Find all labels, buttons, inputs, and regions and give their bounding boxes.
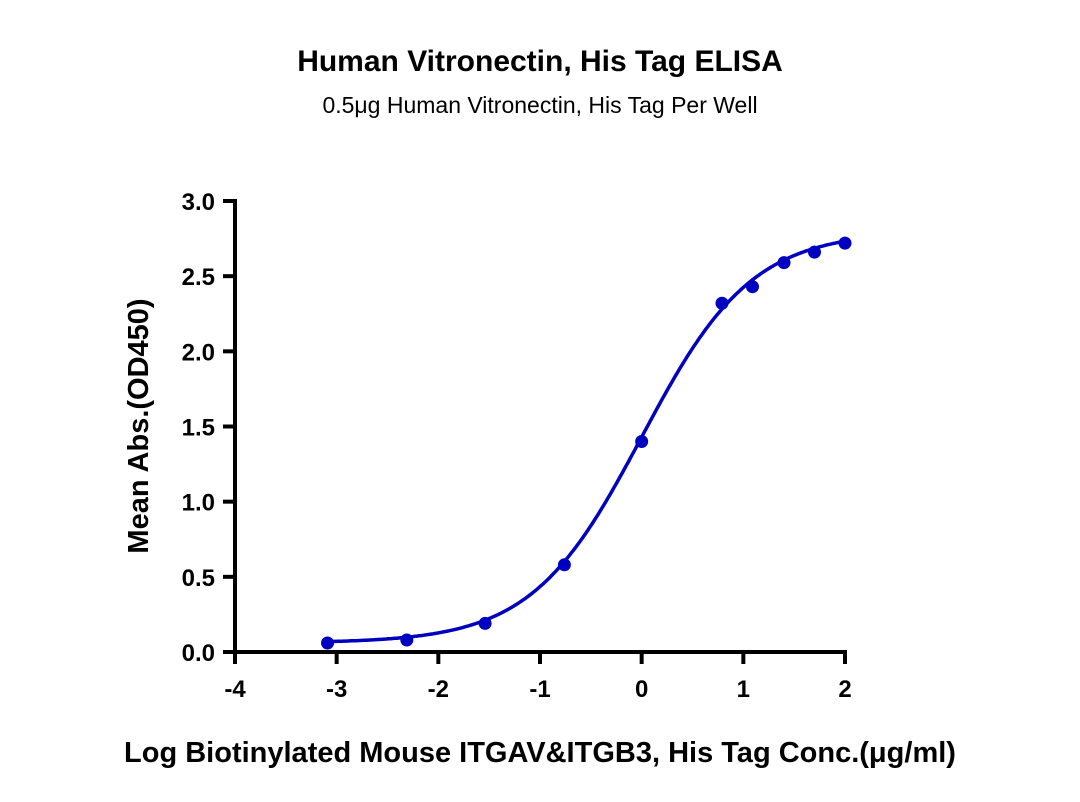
data-point xyxy=(808,245,821,259)
fit-curve xyxy=(327,239,845,644)
y-tick-label: 2.5 xyxy=(182,264,215,291)
x-tick-label: -4 xyxy=(224,676,246,703)
x-tick-label: -2 xyxy=(428,676,449,703)
data-point xyxy=(400,633,414,647)
x-tick-label: -1 xyxy=(529,676,550,703)
chart-subtitle: 0.5μg Human Vitronectin, His Tag Per Wel… xyxy=(322,92,757,118)
x-tick-label: 0 xyxy=(635,676,648,703)
data-point xyxy=(557,558,571,572)
x-tick-label: -3 xyxy=(326,676,347,703)
y-tick-label: 3.0 xyxy=(182,189,215,216)
data-point xyxy=(838,236,852,250)
chart-title: Human Vitronectin, His Tag ELISA xyxy=(297,45,783,78)
y-tick-label: 0.5 xyxy=(182,565,215,592)
data-point xyxy=(321,636,335,650)
x-tick-label: 2 xyxy=(838,676,851,703)
y-tick-label: 1.0 xyxy=(182,490,215,517)
data-point xyxy=(777,256,791,270)
data-point xyxy=(745,280,759,294)
y-tick-label: 2.0 xyxy=(182,339,215,366)
x-axis-label: Log Biotinylated Mouse ITGAV&ITGB3, His … xyxy=(124,737,956,769)
y-tick-label: 1.5 xyxy=(182,415,215,442)
data-point xyxy=(635,435,649,449)
y-axis-label: Mean Abs.(OD450) xyxy=(123,298,155,553)
data-point xyxy=(478,616,492,630)
x-tick-label: 1 xyxy=(737,676,750,703)
data-point xyxy=(715,296,729,310)
y-tick-label: 0.0 xyxy=(182,640,215,667)
